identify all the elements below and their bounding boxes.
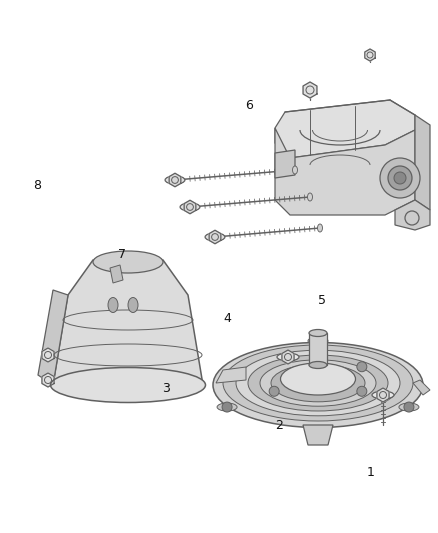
Polygon shape: [303, 82, 317, 98]
Circle shape: [313, 336, 323, 346]
Polygon shape: [275, 100, 415, 158]
Circle shape: [357, 362, 367, 372]
Circle shape: [357, 386, 367, 396]
Ellipse shape: [260, 360, 376, 406]
Ellipse shape: [307, 193, 312, 201]
Ellipse shape: [318, 224, 322, 232]
Ellipse shape: [236, 350, 400, 416]
Ellipse shape: [128, 297, 138, 312]
Ellipse shape: [277, 353, 299, 361]
Text: 7: 7: [118, 248, 126, 261]
Polygon shape: [282, 350, 294, 364]
Text: 4: 4: [223, 312, 231, 325]
Ellipse shape: [223, 345, 413, 421]
Ellipse shape: [399, 403, 419, 411]
Text: 1: 1: [366, 466, 374, 479]
Ellipse shape: [180, 203, 200, 211]
Ellipse shape: [205, 233, 225, 241]
Polygon shape: [42, 373, 54, 387]
Polygon shape: [42, 348, 54, 362]
Ellipse shape: [213, 343, 423, 427]
Circle shape: [222, 402, 232, 412]
Ellipse shape: [50, 367, 205, 402]
Ellipse shape: [271, 364, 365, 402]
Ellipse shape: [309, 361, 327, 368]
Ellipse shape: [372, 391, 394, 399]
Circle shape: [404, 402, 414, 412]
Polygon shape: [275, 150, 295, 178]
Polygon shape: [38, 290, 68, 385]
Circle shape: [388, 166, 412, 190]
Polygon shape: [216, 367, 246, 383]
Circle shape: [269, 386, 279, 396]
Ellipse shape: [308, 337, 328, 345]
Ellipse shape: [93, 251, 163, 273]
Polygon shape: [275, 128, 415, 215]
Ellipse shape: [248, 355, 388, 411]
Polygon shape: [309, 333, 327, 365]
Text: 3: 3: [162, 382, 170, 394]
Ellipse shape: [309, 329, 327, 336]
Text: 8: 8: [33, 179, 41, 192]
Ellipse shape: [165, 176, 185, 184]
Circle shape: [380, 158, 420, 198]
Polygon shape: [110, 265, 123, 283]
Ellipse shape: [293, 166, 297, 174]
Text: 5: 5: [318, 294, 326, 306]
Polygon shape: [53, 260, 203, 385]
Polygon shape: [169, 173, 181, 187]
Polygon shape: [377, 388, 389, 402]
Polygon shape: [365, 49, 375, 61]
Polygon shape: [184, 200, 196, 214]
Circle shape: [394, 172, 406, 184]
Ellipse shape: [217, 403, 237, 411]
Text: 2: 2: [276, 419, 283, 432]
Polygon shape: [413, 380, 430, 395]
Polygon shape: [415, 115, 430, 210]
Polygon shape: [303, 425, 333, 445]
Ellipse shape: [280, 363, 356, 395]
Polygon shape: [395, 200, 430, 230]
Ellipse shape: [108, 297, 118, 312]
Text: 6: 6: [245, 99, 253, 112]
Polygon shape: [209, 230, 221, 244]
